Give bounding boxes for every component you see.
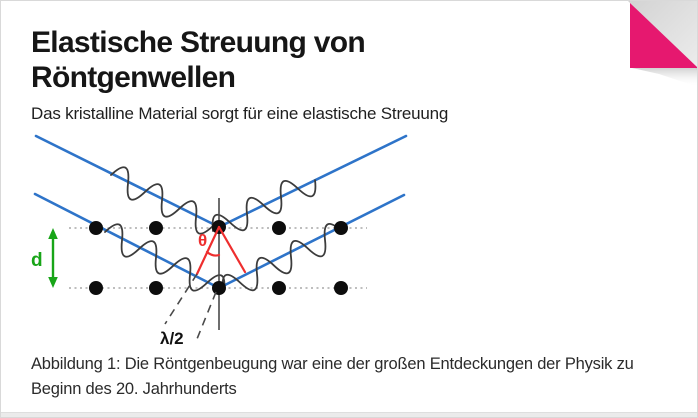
lattice-spacing-arrow	[48, 228, 58, 288]
corner-fold-triangle	[630, 3, 697, 68]
path-difference-dash-right	[196, 291, 217, 340]
path-difference-dashes	[164, 273, 217, 340]
atom	[89, 281, 103, 295]
scattered-ray-upper	[217, 134, 408, 229]
lattice-plane-lines	[69, 227, 367, 289]
page-title-line2: Röntgenwellen	[31, 61, 236, 94]
slide-bottom-edge	[1, 412, 697, 417]
corner-background	[628, 1, 697, 70]
spacing-arrowhead-up	[48, 228, 58, 239]
corner-decoration	[628, 1, 697, 87]
atom	[334, 281, 348, 295]
wave-incident-upper	[110, 166, 214, 235]
incident-ray-lower	[33, 192, 221, 290]
figure-caption-line1: Abbildung 1: Die Röntgenbeugung war eine…	[31, 355, 634, 373]
page-title: Elastische Streuung von Röntgenwellen	[31, 25, 591, 95]
wave-incident-lower	[104, 223, 226, 293]
path-difference-label: λ/2	[160, 329, 184, 348]
spacing-arrowhead-down	[48, 277, 58, 288]
slide-header: Elastische Streuung von Röntgenwellen Da…	[31, 25, 591, 124]
atom	[149, 281, 163, 295]
atom	[272, 221, 286, 235]
scattering-angle-marker	[195, 225, 247, 276]
wave-scattered-lower	[221, 223, 343, 292]
figure-caption: Abbildung 1: Die Röntgenbeugung war eine…	[31, 352, 691, 402]
wave-curves	[104, 166, 343, 293]
wave-scattered-upper	[211, 179, 317, 232]
atom	[272, 281, 286, 295]
angle-leg-left	[195, 225, 221, 276]
xray-beams	[33, 134, 408, 290]
atom	[334, 221, 348, 235]
path-difference-dash-left	[164, 273, 198, 325]
atom	[149, 221, 163, 235]
figure-caption-line2: Beginn des 20. Jahrhunderts	[31, 380, 237, 398]
atoms	[89, 220, 348, 295]
atom	[212, 281, 226, 295]
corner-fold-shadow	[632, 68, 697, 87]
slide-subtitle: Das kristalline Material sorgt für eine …	[31, 104, 449, 123]
atom	[212, 220, 226, 234]
angle-theta-label: θ	[198, 231, 207, 250]
incident-ray-upper	[34, 134, 221, 229]
page-title-line1: Elastische Streuung von	[31, 26, 366, 59]
scattered-ray-lower	[217, 193, 406, 290]
angle-leg-right	[217, 225, 247, 274]
lattice-spacing-label: d	[31, 250, 43, 271]
atom	[89, 221, 103, 235]
angle-arc	[205, 250, 221, 257]
